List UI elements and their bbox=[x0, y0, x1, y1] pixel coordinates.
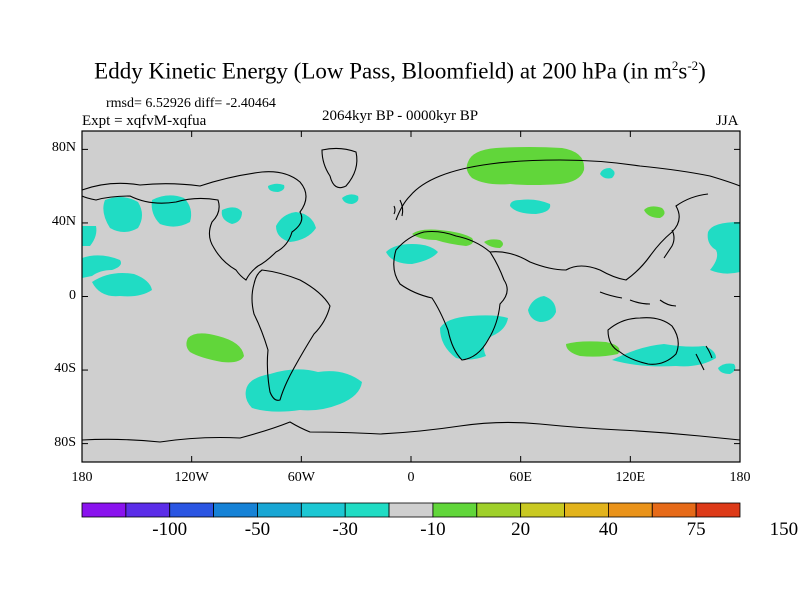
lon-tick-label: 120E bbox=[615, 470, 646, 485]
lat-tick-label: 0 bbox=[69, 287, 76, 303]
colorbar-swatch bbox=[344, 502, 390, 518]
lat-tick-label: 80N bbox=[51, 140, 76, 156]
colorbar-swatch bbox=[81, 502, 127, 518]
coast-south-america bbox=[251, 269, 331, 401]
colorbar-swatch bbox=[213, 502, 258, 518]
anomaly-indian-ocean bbox=[528, 296, 556, 322]
anomaly-southern-africa bbox=[440, 315, 508, 360]
colorbar-swatch bbox=[564, 502, 609, 518]
anomaly-southern-ocean-pacific bbox=[245, 369, 362, 412]
lon-tick-label: 180 bbox=[729, 470, 751, 485]
coast-africa-eurasia bbox=[393, 230, 508, 361]
map-background bbox=[82, 131, 740, 462]
coast-japan bbox=[663, 229, 675, 259]
anomaly-south-indian-ocean bbox=[566, 341, 620, 357]
colorbar-swatch bbox=[257, 502, 302, 518]
anomaly-north-atlantic bbox=[276, 212, 316, 242]
coast-north-america bbox=[81, 171, 307, 281]
lon-tick-label: 60E bbox=[509, 470, 532, 485]
colorbar-label: 20 bbox=[511, 519, 531, 540]
colorbar-swatch bbox=[300, 502, 346, 518]
colorbar-label: 40 bbox=[598, 519, 618, 540]
coast-eurasia-north bbox=[395, 159, 741, 221]
coast-indonesia bbox=[599, 291, 677, 307]
lat-tick-label: 40S bbox=[54, 361, 76, 377]
colorbar-label: -10 bbox=[420, 519, 446, 540]
colorbar-label: -30 bbox=[332, 519, 358, 540]
coastlines bbox=[81, 147, 741, 443]
map-title: Eddy Kinetic Energy (Low Pass, Bloomfiel… bbox=[94, 58, 706, 84]
lon-tick-label: 120W bbox=[174, 470, 209, 485]
anomaly-east-of-newfoundland bbox=[342, 194, 359, 204]
anomaly-gulf-of-alaska bbox=[221, 207, 242, 224]
axis-ticks bbox=[81, 131, 741, 462]
anomaly-far-southwest-pacific bbox=[718, 363, 736, 374]
colorbar-swatch bbox=[388, 502, 434, 518]
colorbar-label: 75 bbox=[686, 519, 706, 540]
anomaly-west-pacific-edge bbox=[82, 226, 97, 246]
colorbar-label: -50 bbox=[244, 519, 271, 540]
positive-anomaly-patches bbox=[186, 147, 665, 363]
experiment-label: Expt = xqfvM-xqfua bbox=[82, 113, 207, 129]
anomaly-arctic-siberia bbox=[466, 147, 585, 185]
anomaly-east-pacific-tropics bbox=[92, 273, 152, 297]
season-label: JJA bbox=[716, 113, 739, 129]
anomaly-central-pacific-tropics bbox=[82, 255, 121, 278]
colorbar-label: 150 bbox=[769, 519, 799, 540]
lat-tick-label: 80S bbox=[54, 434, 76, 450]
coast-antarctica bbox=[81, 421, 741, 443]
coast-uk bbox=[393, 199, 404, 217]
colorbar-label: -100 bbox=[152, 519, 188, 540]
time-period-label: 2064kyr BP - 0000kyr BP bbox=[322, 108, 479, 124]
colorbar-swatch bbox=[125, 502, 171, 518]
lon-tick-label: 180 bbox=[71, 470, 93, 485]
colorbar-swatch bbox=[476, 502, 522, 518]
coast-asia-south bbox=[489, 193, 709, 281]
colorbar-swatch bbox=[169, 502, 215, 518]
colorbar-swatch bbox=[651, 502, 697, 518]
anomaly-north-africa bbox=[386, 244, 438, 264]
anomaly-north-pacific-east bbox=[707, 222, 740, 274]
anomaly-middle-east bbox=[484, 239, 503, 248]
colorbar-swatch bbox=[520, 502, 565, 518]
anomaly-norwegian-sea bbox=[600, 168, 615, 179]
anomaly-central-asia bbox=[510, 199, 551, 214]
rmsd-diff-text: rmsd= 6.52926 diff= -2.40464 bbox=[106, 96, 276, 111]
colorbar-swatch bbox=[608, 502, 653, 518]
colorbar-swatch bbox=[432, 502, 478, 518]
colorbar bbox=[81, 502, 741, 518]
anomaly-south-pacific bbox=[186, 333, 244, 363]
anomaly-west-pacific bbox=[644, 206, 665, 218]
coast-new-zealand bbox=[695, 345, 713, 371]
lon-tick-label: 0 bbox=[407, 470, 415, 485]
coast-australia bbox=[607, 317, 679, 365]
lon-tick-label: 60W bbox=[287, 470, 315, 485]
anomaly-labrador bbox=[268, 183, 285, 192]
lat-tick-label: 40N bbox=[51, 213, 76, 229]
anomaly-mediterranean bbox=[412, 229, 474, 246]
anomaly-north-pacific-west bbox=[103, 196, 142, 232]
coast-greenland bbox=[321, 147, 358, 189]
colorbar-swatch bbox=[695, 502, 741, 518]
